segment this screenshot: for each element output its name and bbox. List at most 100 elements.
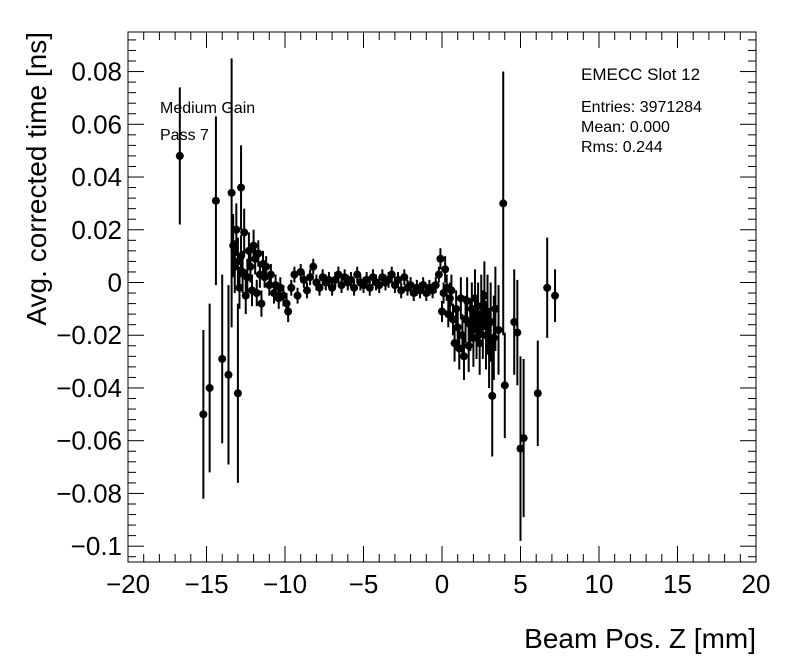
data-marker [334,270,343,279]
data-point [309,258,318,275]
x-axis-label: Beam Pos. Z [mm] [524,623,756,654]
data-marker [469,333,478,342]
data-marker [276,283,285,292]
data-marker [282,299,291,308]
data-point [519,358,528,518]
data-marker [350,283,359,292]
data-marker [483,307,492,316]
data-point [494,285,503,375]
data-point [252,279,261,307]
data-point [337,277,346,294]
axis-ticks [127,32,757,562]
data-point [246,250,255,283]
data-marker [287,283,296,292]
data-point [262,256,271,278]
data-marker [513,328,522,337]
data-marker [309,262,318,271]
data-point [434,266,443,283]
x-tick-label: −15 [184,569,228,599]
x-tick-label: −20 [106,569,150,599]
y-tick-label: −0.02 [56,320,122,350]
data-points [175,58,560,541]
data-marker [455,344,464,353]
data-marker [290,270,299,279]
annotation-pass: Pass 7 [160,127,209,144]
data-marker [293,291,302,300]
x-tick-label: 10 [585,569,614,599]
data-point [483,274,492,349]
y-tick-label: −0.1 [71,531,122,561]
data-marker [450,339,459,348]
data-marker [438,307,446,316]
data-marker [434,270,443,279]
data-point [469,308,478,367]
y-axis-label: Avg. corrected time [ns] [21,32,52,326]
y-tick-label: 0 [108,267,122,297]
data-point [346,271,355,288]
data-marker [346,275,355,284]
data-point [375,277,384,294]
data-marker [397,286,406,295]
data-marker [324,275,333,284]
data-point [350,279,359,296]
x-tick-label: 5 [513,569,527,599]
data-point [463,277,472,325]
data-marker [387,270,396,279]
data-marker [431,281,440,290]
data-marker [441,265,450,274]
data-marker [240,228,249,237]
data-marker [365,283,374,292]
data-point [353,266,362,283]
data-marker [224,370,233,379]
data-point [302,282,311,299]
data-point [240,208,249,257]
data-marker [233,389,242,398]
y-tick-label: 0.04 [71,162,122,192]
data-marker [299,275,308,284]
data-point [441,256,450,283]
data-marker [470,294,479,303]
data-marker [489,333,498,342]
data-marker [533,389,542,398]
data-point [224,285,233,465]
data-marker [205,383,214,392]
data-point [290,266,299,283]
data-point [315,279,324,296]
data-marker [237,183,246,192]
data-point [175,87,184,225]
y-tick-label: 0.02 [71,215,122,245]
data-marker [510,318,519,327]
data-marker [475,339,484,348]
x-tick-label: −10 [263,569,307,599]
data-marker [302,286,311,295]
data-marker [500,381,509,390]
data-marker [246,262,255,271]
data-marker [252,289,261,298]
data-marker [199,410,208,419]
data-marker [238,267,247,276]
x-tick-label: 0 [435,569,449,599]
y-tick-label: 0.06 [71,109,122,139]
data-marker [406,281,415,290]
y-tick-label: −0.04 [56,373,122,403]
data-point [513,279,522,386]
data-marker [241,291,250,300]
data-marker [249,241,258,250]
data-marker [262,262,271,271]
data-point [299,271,308,288]
data-point [436,248,445,270]
y-tick-label: 0.08 [71,57,122,87]
data-point [431,277,440,294]
data-marker [400,273,409,282]
data-point [232,203,241,257]
data-point [257,290,266,317]
data-point [233,303,242,483]
data-marker [353,270,362,279]
data-point [400,269,409,286]
data-marker [394,275,403,284]
data-marker [436,254,445,263]
data-marker [445,294,454,303]
data-point [237,145,246,230]
data-marker [480,291,489,300]
